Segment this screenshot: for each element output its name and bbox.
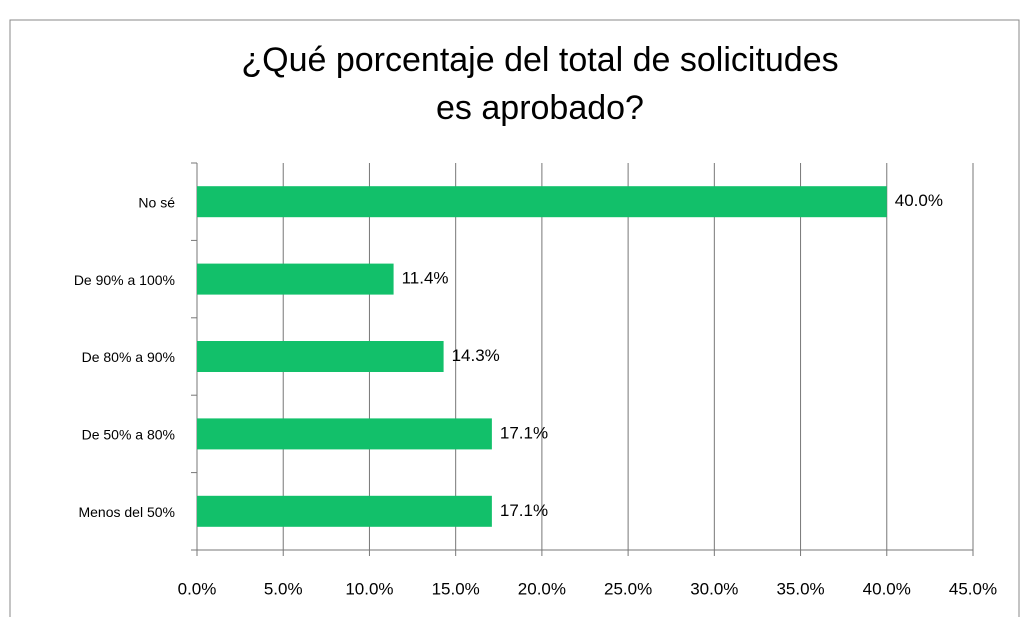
value-label: 11.4% — [402, 269, 449, 288]
bar — [197, 495, 492, 527]
x-tick-label: 5.0% — [264, 579, 303, 598]
y-tick-label: De 50% a 80% — [82, 427, 175, 443]
x-tick-label: 20.0% — [518, 579, 566, 598]
bar — [197, 186, 887, 218]
x-tick-label: 35.0% — [776, 579, 824, 598]
x-tick-label: 25.0% — [604, 579, 652, 598]
x-tick-label: 10.0% — [345, 579, 393, 598]
value-label: 17.1% — [500, 501, 548, 520]
x-tick-label: 45.0% — [949, 579, 997, 598]
value-label: 17.1% — [500, 423, 548, 442]
value-label: 40.0% — [895, 191, 943, 210]
chart-title: ¿Qué porcentaje del total de solicitudes — [241, 41, 838, 79]
chart-title: es aprobado? — [436, 89, 644, 127]
y-tick-label: De 80% a 90% — [82, 349, 175, 365]
y-tick-label: No sé — [138, 194, 175, 210]
x-tick-label: 0.0% — [178, 579, 217, 598]
y-tick-label: De 90% a 100% — [74, 272, 175, 288]
x-tick-label: 40.0% — [863, 579, 911, 598]
x-tick-label: 15.0% — [432, 579, 480, 598]
bar — [197, 341, 444, 372]
y-tick-label: Menos del 50% — [78, 504, 175, 520]
bar — [197, 263, 394, 295]
value-label: 14.3% — [452, 346, 500, 365]
x-tick-label: 30.0% — [690, 579, 738, 598]
chart-border — [9, 19, 1020, 617]
bar — [197, 418, 492, 450]
